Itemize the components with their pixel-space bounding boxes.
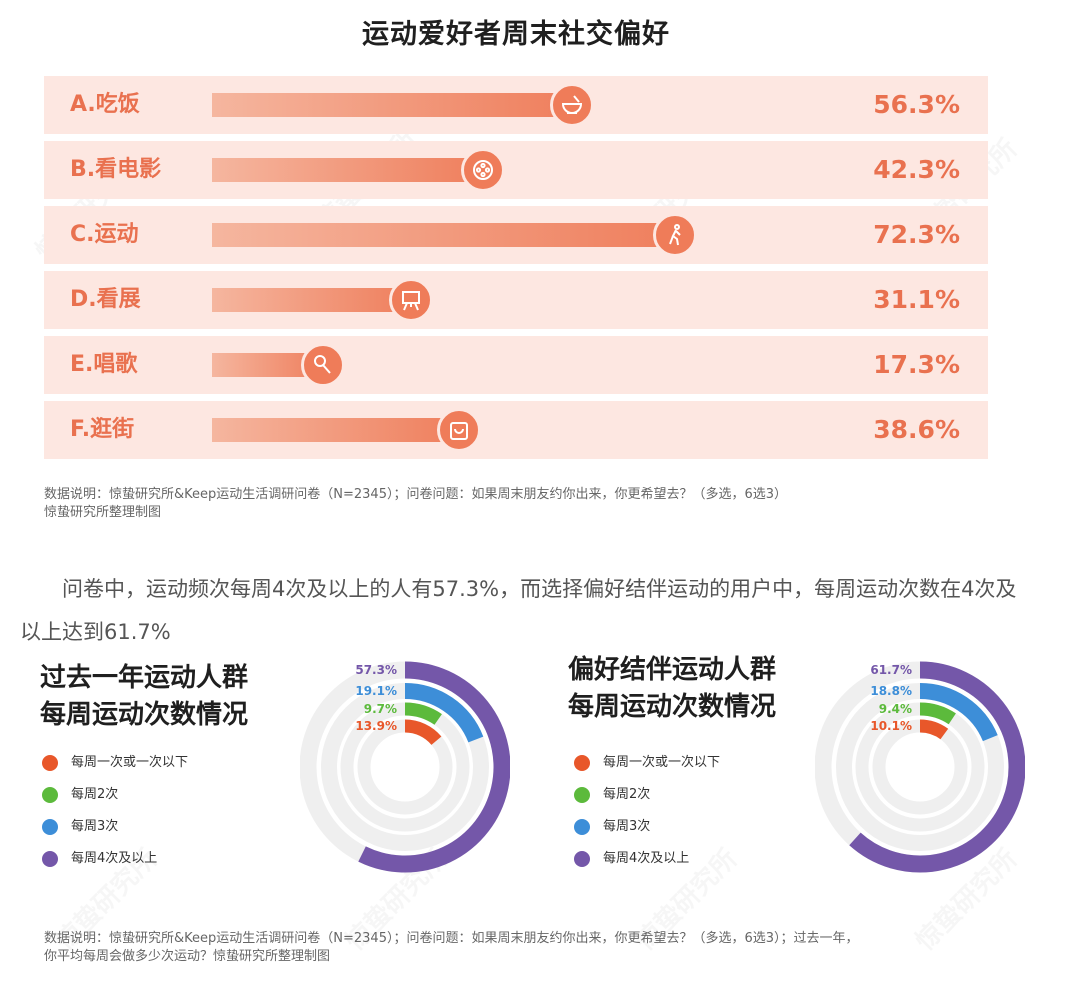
bar-value-label: 56.3% bbox=[873, 90, 960, 119]
bar-track bbox=[212, 83, 852, 127]
bar-chart: A.吃饭 56.3% B.看电影 42.3% C.运动 72.3% D.看展 31.1% E.唱… bbox=[44, 76, 988, 466]
bar-category-label: C.运动 bbox=[70, 222, 139, 247]
bar-value-label: 42.3% bbox=[873, 155, 960, 184]
ring-arc bbox=[404, 683, 484, 743]
bar-value-label: 17.3% bbox=[873, 350, 960, 379]
data-note-line: 数据说明：惊蛰研究所&Keep运动生活调研问卷（N=2345）；问卷问题：如果周… bbox=[44, 487, 788, 502]
ring-chart-past-year: 57.3% 19.1% 9.7% 13.9% bbox=[300, 661, 510, 873]
bar-row: E.唱歌 17.3% bbox=[44, 336, 988, 394]
walking-person-icon bbox=[652, 213, 697, 257]
ring-chart-group-exercise: 61.7% 18.8% 9.4% 10.1% bbox=[815, 661, 1025, 873]
legend-label: 每周3次 bbox=[71, 819, 119, 834]
legend-swatch bbox=[42, 787, 58, 803]
bowl-icon bbox=[550, 83, 595, 127]
legend-swatch bbox=[42, 819, 58, 835]
bar-row: B.看电影 42.3% bbox=[44, 141, 988, 199]
summary-paragraph: 问卷中，运动频次每周4次及以上的人有57.3%，而选择偏好结伴运动的用户中，每周… bbox=[20, 577, 1017, 644]
chart-title: 运动爱好者周末社交偏好 bbox=[362, 19, 670, 50]
bar-mark bbox=[212, 223, 675, 247]
ring-arc bbox=[404, 702, 442, 725]
easel-icon bbox=[389, 278, 434, 322]
bar-track bbox=[212, 278, 852, 322]
legend-swatch bbox=[574, 787, 590, 803]
legend-label: 每周2次 bbox=[603, 787, 651, 802]
ring-value-label: 18.8% bbox=[870, 684, 912, 698]
data-note-line: 数据说明：惊蛰研究所&Keep运动生活调研问卷（N=2345）；问卷问题：如果周… bbox=[44, 931, 859, 946]
legend-swatch bbox=[574, 755, 590, 771]
bar-track bbox=[212, 148, 852, 192]
bar-mark bbox=[212, 158, 483, 182]
film-reel-icon bbox=[460, 148, 505, 192]
data-note-2: 数据说明：惊蛰研究所&Keep运动生活调研问卷（N=2345）；问卷问题：如果周… bbox=[44, 930, 859, 966]
bar-category-label: D.看展 bbox=[70, 287, 141, 312]
panel-title-past-year: 过去一年运动人群 每周运动次数情况 bbox=[40, 660, 248, 734]
ring-arc bbox=[919, 719, 949, 740]
data-note: 数据说明：惊蛰研究所&Keep运动生活调研问卷（N=2345）；问卷问题：如果周… bbox=[44, 486, 787, 522]
legend-swatch bbox=[574, 851, 590, 867]
legend-label: 每周一次或一次以下 bbox=[603, 755, 721, 770]
legend-label: 每周3次 bbox=[603, 819, 651, 834]
legend-label: 每周4次及以上 bbox=[71, 851, 158, 866]
bar-row: C.运动 72.3% bbox=[44, 206, 988, 264]
legend-swatch bbox=[42, 755, 58, 771]
microphone-icon bbox=[300, 343, 345, 387]
bar-track bbox=[212, 408, 852, 452]
bar-track bbox=[212, 343, 852, 387]
panel-title-line: 偏好结伴运动人群 bbox=[568, 655, 777, 685]
ring-value-label: 9.7% bbox=[364, 702, 397, 716]
bar-value-label: 72.3% bbox=[873, 220, 960, 249]
ring-arc bbox=[404, 719, 442, 746]
ring-value-label: 9.4% bbox=[879, 702, 912, 716]
bar-row: A.吃饭 56.3% bbox=[44, 76, 988, 134]
bar-value-label: 31.1% bbox=[873, 285, 960, 314]
ring-track bbox=[872, 719, 968, 815]
bar-mark bbox=[212, 93, 573, 117]
panel-title-line: 过去一年运动人群 bbox=[40, 663, 249, 693]
ring-value-label: 13.9% bbox=[355, 719, 397, 733]
panel-title-line: 每周运动次数情况 bbox=[40, 700, 249, 730]
legend-label: 每周2次 bbox=[71, 787, 119, 802]
data-note-line: 惊蛰研究所整理制图 bbox=[44, 505, 162, 520]
ring-value-label: 61.7% bbox=[870, 663, 912, 677]
shopping-bag-icon bbox=[437, 408, 482, 452]
bar-category-label: F.逛街 bbox=[70, 417, 135, 442]
bar-row: F.逛街 38.6% bbox=[44, 401, 988, 459]
bar-track bbox=[212, 213, 852, 257]
data-note-line: 你平均每周会做多少次运动？惊蛰研究所整理制图 bbox=[44, 949, 331, 964]
ring-value-label: 19.1% bbox=[355, 684, 397, 698]
bar-category-label: B.看电影 bbox=[70, 157, 162, 182]
bar-category-label: A.吃饭 bbox=[70, 92, 140, 117]
bar-mark bbox=[212, 288, 412, 312]
bar-row: D.看展 31.1% bbox=[44, 271, 988, 329]
ring-arc bbox=[919, 683, 998, 742]
legend-label: 每周4次及以上 bbox=[603, 851, 690, 866]
ring-arc bbox=[849, 661, 1025, 873]
ring-value-label: 57.3% bbox=[355, 663, 397, 677]
ring-value-label: 10.1% bbox=[870, 719, 912, 733]
panel-title-group-exercise: 偏好结伴运动人群 每周运动次数情况 bbox=[568, 652, 776, 726]
legend-label: 每周一次或一次以下 bbox=[71, 755, 189, 770]
ring-arc bbox=[358, 661, 510, 873]
panel-title-line: 每周运动次数情况 bbox=[568, 692, 777, 722]
bar-value-label: 38.6% bbox=[873, 415, 960, 444]
bar-category-label: E.唱歌 bbox=[70, 352, 138, 377]
legend-swatch bbox=[42, 851, 58, 867]
bar-mark bbox=[212, 418, 460, 442]
legend-swatch bbox=[574, 819, 590, 835]
ring-arc bbox=[919, 702, 956, 725]
